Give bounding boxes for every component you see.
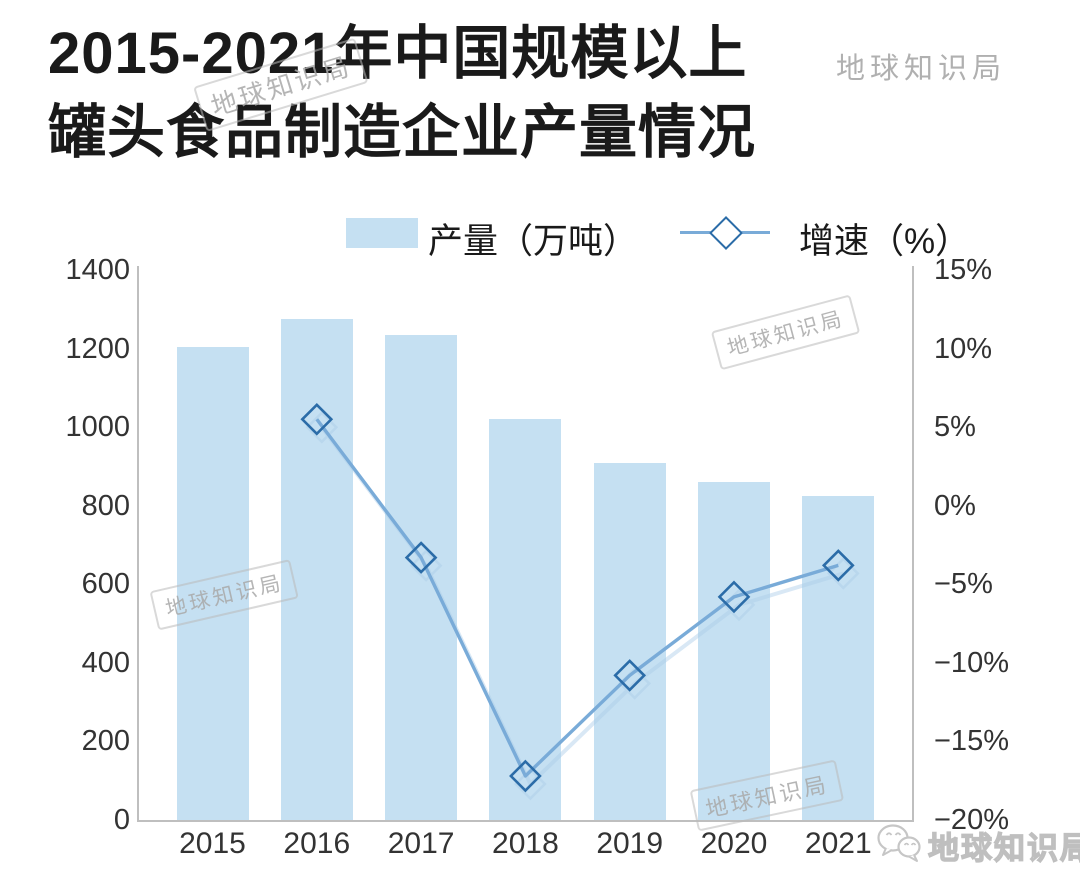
wechat-logo-icon — [877, 824, 921, 862]
y-tick-left-1200: 1200 — [65, 332, 130, 365]
y-tick-left-1000: 1000 — [65, 411, 130, 444]
x-label-2015: 2015 — [179, 827, 246, 860]
y-tick-right-−10%: −10% — [934, 646, 1009, 679]
page-title: 2015-2021年中国规模以上 罐头食品制造企业产量情况 — [48, 14, 756, 172]
y-tick-left-800: 800 — [81, 489, 130, 522]
brand-watermark-bottom-right: 地球知识局 — [874, 820, 1080, 870]
y-tick-left-0: 0 — [113, 803, 130, 836]
y-tick-right-10%: 10% — [934, 332, 993, 365]
y-tick-left-1400: 1400 — [65, 254, 130, 286]
y-tick-right-5%: 5% — [934, 411, 976, 444]
y-tick-right-−5%: −5% — [934, 568, 993, 601]
x-label-2020: 2020 — [700, 827, 768, 860]
x-label-2017: 2017 — [387, 827, 455, 860]
x-label-2016: 2016 — [283, 827, 351, 860]
page-title-line2: 罐头食品制造企业产量情况 — [48, 100, 757, 165]
x-label-2021: 2021 — [804, 827, 872, 860]
y-tick-left-200: 200 — [81, 725, 130, 758]
bar-2015 — [176, 346, 249, 820]
bar-2018 — [489, 419, 562, 820]
brand-watermark-top-right: 地球知识局 — [836, 53, 1007, 85]
y-tick-right-0%: 0% — [934, 489, 976, 522]
y-axis-line-right — [912, 266, 914, 822]
x-label-2018: 2018 — [492, 827, 559, 860]
legend-line-label: 增速（%） — [799, 222, 971, 261]
bar-2019 — [593, 462, 666, 820]
bar-2017 — [385, 334, 458, 820]
bar-2020 — [698, 482, 770, 820]
y-tick-left-400: 400 — [81, 646, 130, 679]
y-tick-right-−20%: −20% — [934, 803, 1009, 836]
legend-diamond-icon — [709, 216, 743, 250]
legend-bar-label: 产量（万吨） — [428, 222, 639, 261]
legend-bar-swatch-icon — [346, 218, 418, 248]
page-title-line1: 2015-2021年中国规模以上 — [48, 21, 748, 86]
x-label-2019: 2019 — [596, 827, 664, 860]
x-axis-line — [137, 820, 914, 822]
y-tick-right-−15%: −15% — [934, 725, 1009, 758]
tilted-watermark: 地球知识局 — [710, 294, 861, 371]
y-axis-line-left — [137, 266, 139, 822]
legend-line-marker-icon — [680, 216, 770, 250]
y-tick-right-15%: 15% — [934, 254, 993, 286]
brand-watermark-bottom-right-text: 地球知识局 — [927, 830, 1080, 866]
y-tick-left-600: 600 — [81, 568, 130, 601]
